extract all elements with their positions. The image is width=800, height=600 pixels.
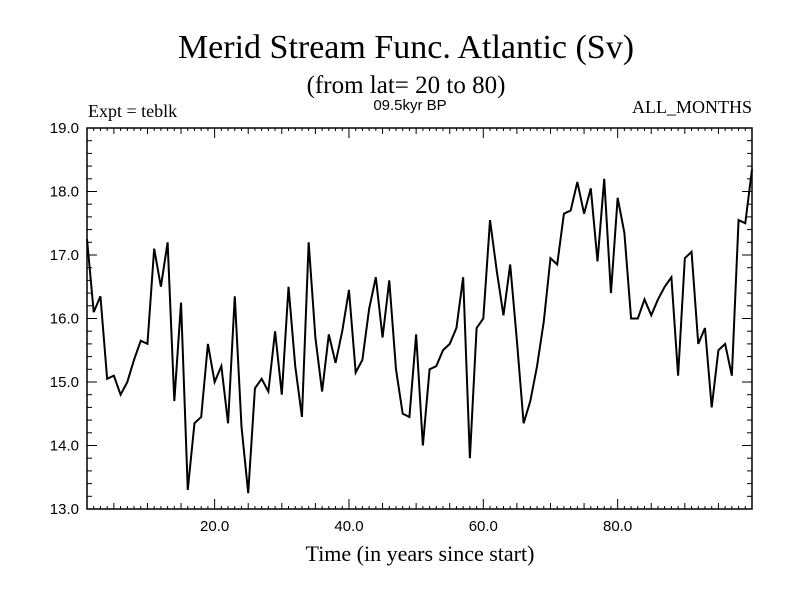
y-tick-label: 14.0: [50, 438, 79, 455]
series-group: [86, 169, 753, 494]
x-tick-label: 80.0: [603, 518, 632, 535]
x-tick-label: 20.0: [200, 518, 229, 535]
y-tick-label: 13.0: [50, 501, 79, 518]
chart-title: Merid Stream Func. Atlantic (Sv): [178, 29, 634, 66]
y-tick-label: 17.0: [50, 247, 79, 264]
y-tick-label: 19.0: [50, 120, 79, 137]
x-tick-label: 40.0: [334, 518, 363, 535]
chart-subtitle: (from lat= 20 to 80): [307, 72, 506, 99]
y-tick-label: 16.0: [50, 311, 79, 328]
x-axis-label: Time (in years since start): [306, 541, 535, 566]
x-tick-label: 60.0: [469, 518, 498, 535]
y-tick-label: 15.0: [50, 374, 79, 391]
experiment-label: Expt = teblk: [88, 101, 177, 121]
tick-group: 20.0 40.0 60.0 80.0 13.0 14.0 15.0 16.0 17.0 18.0…: [50, 120, 753, 535]
period-label: 09.5kyr BP: [373, 97, 446, 114]
y-tick-label: 18.0: [50, 184, 79, 201]
series-line: [86, 169, 753, 494]
months-label: ALL_MONTHS: [632, 97, 752, 117]
